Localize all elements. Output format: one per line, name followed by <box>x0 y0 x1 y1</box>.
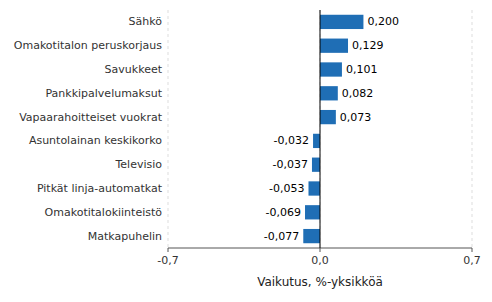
x-axis: -0,7 0,0 0,7 <box>157 248 480 267</box>
tick-label: 0,7 <box>463 254 481 267</box>
data-label: 0,082 <box>342 87 374 100</box>
category-label: Pankkipalvelumaksut <box>45 87 162 100</box>
data-label: 0,200 <box>367 15 399 28</box>
category-label: Savukkeet <box>105 63 163 76</box>
data-label: 0,129 <box>352 39 384 52</box>
tick-label: -0,7 <box>157 254 178 267</box>
grid-line <box>168 10 169 248</box>
data-labels: -0,077 -0,069 -0,053 -0,037 -0,032 0,073 0,082… <box>264 15 399 242</box>
category-label: Sähkö <box>129 15 163 28</box>
bar <box>303 229 320 243</box>
tick-mark <box>168 248 169 252</box>
grid-line <box>320 10 321 248</box>
category-label: Televisio <box>114 158 162 171</box>
bar <box>320 110 336 124</box>
data-label: -0,077 <box>264 230 299 243</box>
data-label: -0,053 <box>269 182 304 195</box>
tick-mark <box>472 248 473 252</box>
data-label: -0,037 <box>272 158 307 171</box>
category-label: Pitkät linja-automatkat <box>37 182 163 195</box>
grid <box>168 10 472 248</box>
bar <box>312 158 320 172</box>
bar <box>320 86 338 100</box>
chart-container: -0,7 0,0 0,7 Matkapuhelin Omakotitalokiintei… <box>0 0 492 302</box>
bar <box>313 134 320 148</box>
data-label: -0,069 <box>266 206 301 219</box>
bar <box>320 62 342 76</box>
category-label: Omakotitalokiinteistö <box>45 206 163 219</box>
category-label: Matkapuhelin <box>88 230 162 243</box>
tick-mark <box>320 248 321 252</box>
y-axis: Matkapuhelin Omakotitalokiinteistö Pitkät … <box>14 15 163 242</box>
category-label: Vapaarahoitteiset vuokrat <box>19 111 162 124</box>
grid-line <box>472 10 473 248</box>
bar <box>305 205 320 219</box>
data-label: 0,073 <box>340 111 372 124</box>
bar <box>320 15 363 29</box>
tick-label: 0,0 <box>311 254 329 267</box>
zero-line <box>320 10 321 248</box>
category-label: Omakotitalon peruskorjaus <box>14 39 162 52</box>
x-axis-label: Vaikutus, %-yksikköä <box>257 275 383 289</box>
data-label: -0,032 <box>274 134 309 147</box>
data-label: 0,101 <box>346 63 378 76</box>
bar <box>320 39 348 53</box>
chart: -0,7 0,0 0,7 Matkapuhelin Omakotitalokiintei… <box>0 0 492 302</box>
bar <box>308 181 320 195</box>
category-label: Asuntolainan keskikorko <box>29 134 162 147</box>
